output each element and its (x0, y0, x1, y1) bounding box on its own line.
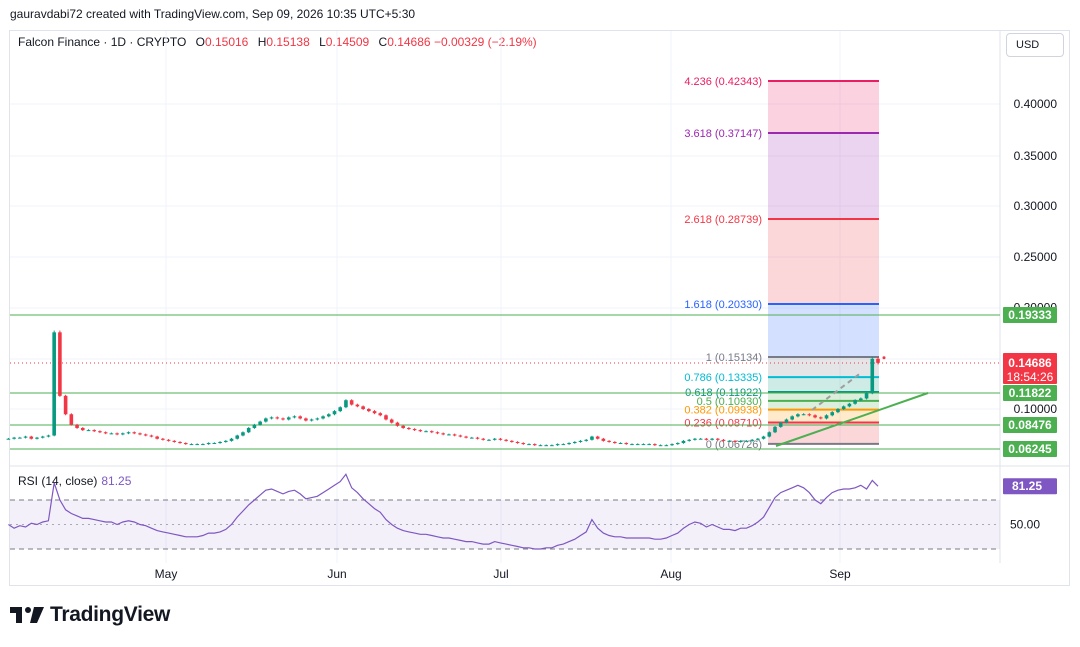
rsi-label: RSI (14, close) (18, 474, 98, 488)
close-value: 0.14686 (387, 35, 431, 49)
tradingview-brand[interactable]: TradingView (10, 603, 170, 627)
change-value: −0.00329 (−2.19%) (433, 35, 537, 49)
rsi-value: 81.25 (101, 474, 132, 488)
tradingview-logo-icon (10, 607, 44, 623)
high-value: 0.15138 (266, 35, 310, 49)
symbol-name[interactable]: Falcon Finance · 1D · CRYPTO (18, 35, 187, 49)
open-value: 0.15016 (204, 35, 249, 49)
chart-frame (9, 30, 1070, 586)
high-label: H (257, 35, 267, 49)
low-label: L (319, 35, 326, 49)
close-label: C (378, 35, 388, 49)
rsi-legend: RSI (14, close) 81.25 (18, 474, 131, 488)
brand-name: TradingView (50, 603, 171, 626)
symbol-legend: Falcon Finance · 1D · CRYPTO O0.15016 H0… (18, 35, 537, 49)
currency-button[interactable]: USD (1006, 33, 1064, 57)
open-label: O (195, 35, 205, 49)
low-value: 0.14509 (325, 35, 370, 49)
chart-caption: gauravdabi72 created with TradingView.co… (10, 7, 416, 21)
